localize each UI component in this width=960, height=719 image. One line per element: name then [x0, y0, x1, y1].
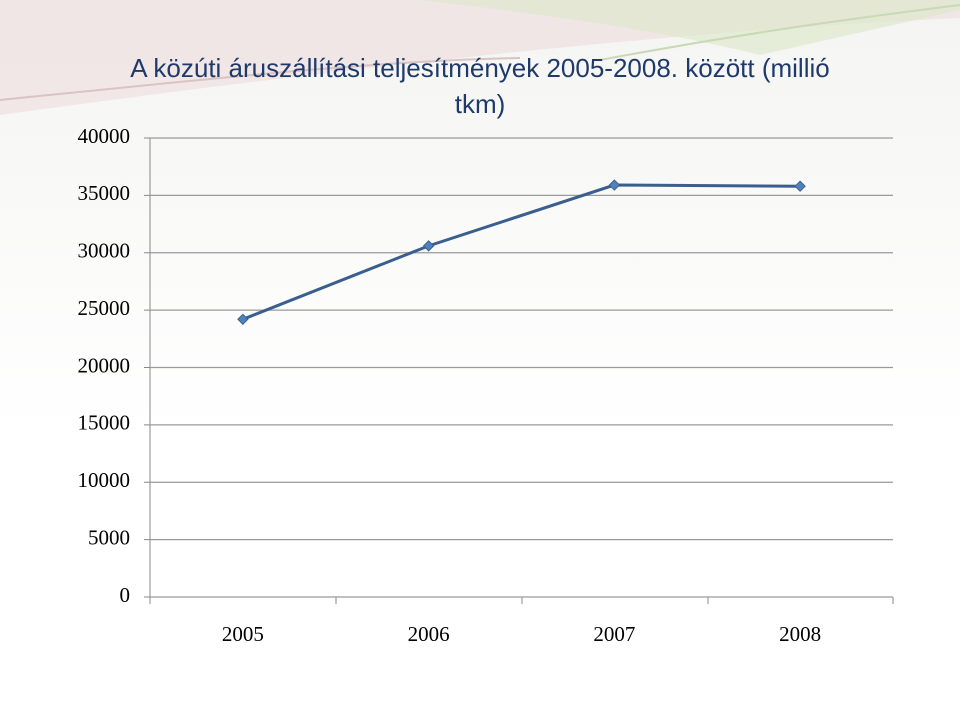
- x-tick-label: 2006: [408, 622, 450, 646]
- y-tick-label: 20000: [78, 353, 131, 377]
- y-tick-label: 40000: [78, 124, 131, 148]
- decoration: [420, 0, 960, 55]
- decoration: [0, 57, 521, 101]
- x-tick-label: 2005: [222, 622, 264, 646]
- marker: [237, 313, 249, 326]
- marker: [608, 179, 621, 191]
- y-tick-label: 35000: [78, 181, 131, 205]
- x-tick-label: 2008: [779, 622, 821, 646]
- chart-title: A közúti áruszállítási teljesítmények 20…: [130, 53, 830, 119]
- y-tick-label: 10000: [78, 468, 131, 492]
- y-tick-label: 5000: [88, 525, 130, 549]
- line: [242, 183, 801, 321]
- y-tick-label: 15000: [78, 411, 131, 435]
- decoration: [599, 4, 960, 61]
- x-axis-ticks: [149, 597, 894, 604]
- y-tick-label: 30000: [78, 239, 131, 263]
- y-tick-label: 0: [120, 583, 131, 607]
- x-tick-label: 2007: [593, 622, 635, 646]
- y-tick-label: 25000: [78, 296, 131, 320]
- marker: [794, 180, 806, 192]
- marker: [422, 240, 435, 252]
